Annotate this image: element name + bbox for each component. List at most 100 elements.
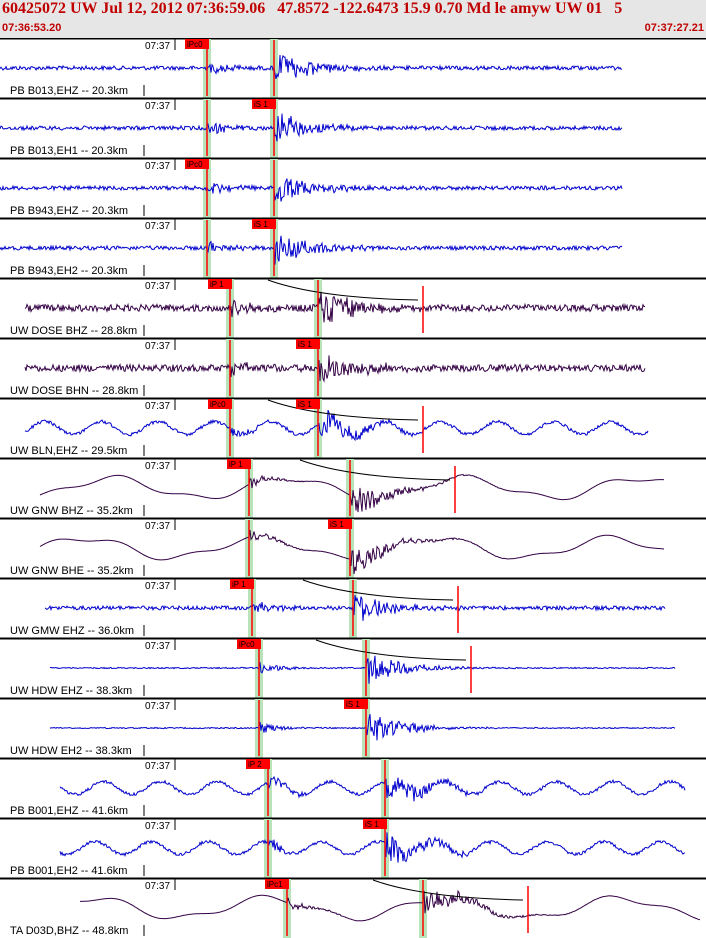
waveform	[0, 54, 623, 80]
pick-text: iPc0	[210, 400, 226, 409]
time-label: 07:37	[145, 41, 170, 52]
station-label: PB B013,EHZ -- 20.3km	[10, 85, 128, 97]
p-pick-label[interactable]	[237, 639, 261, 649]
trace-row: 07:37 iS 1 UW DOSE BHN -- 28.8km	[0, 337, 706, 398]
trace-row: 07:37 iPc0 UW HDW EHZ -- 38.3km	[0, 637, 706, 698]
pick-text: iPc1	[267, 880, 283, 889]
station-label: TA D03D,BHZ -- 48.8km	[10, 925, 128, 937]
trace-row: 07:37 iPc0 iS 1 UW BLN,EHZ -- 29.5km	[0, 397, 706, 458]
time-label: 07:37	[145, 581, 170, 592]
waveform	[39, 473, 665, 513]
seismogram-panel: 07:37 iPc0 PB B013,EHZ -- 20.3km 07:37 iS 1 P…	[0, 38, 706, 938]
station-label: UW HDW EHZ -- 38.3km	[10, 685, 132, 697]
waveform	[44, 595, 666, 621]
s-pick-label[interactable]	[328, 519, 352, 529]
coda-curve	[372, 879, 524, 901]
station-label: UW GNW BHE -- 35.2km	[10, 565, 133, 577]
coda-curve	[267, 399, 419, 421]
coda-curve	[299, 459, 451, 481]
s-pick-label[interactable]	[296, 339, 320, 349]
time-label: 07:37	[145, 341, 170, 352]
station-label: PB B943,EHZ -- 20.3km	[10, 205, 128, 217]
waveform	[39, 530, 665, 575]
station-label: PB B013,EH1 -- 20.3km	[10, 145, 127, 157]
start-time: 07:36:53.20	[2, 22, 62, 34]
end-time: 07:37:27.21	[644, 22, 704, 34]
trace-row: 07:37 iS 1 PB B013,EH1 -- 20.3km	[0, 97, 706, 158]
p-pick-label[interactable]	[208, 279, 232, 289]
trace-row: 07:37 iPc0 PB B943,EHZ -- 20.3km	[0, 157, 706, 218]
waveform	[80, 889, 701, 922]
time-label: 07:37	[145, 761, 170, 772]
station-label: UW GMW EHZ -- 36.0km	[10, 625, 134, 637]
s-pick-label[interactable]	[296, 399, 320, 409]
s-pick-label[interactable]	[252, 219, 276, 229]
p-pick-label[interactable]	[185, 159, 209, 169]
waveform	[0, 178, 623, 202]
time-label: 07:37	[145, 821, 170, 832]
time-label: 07:37	[145, 641, 170, 652]
pick-text: iS 1	[254, 100, 268, 109]
s-pick-label[interactable]	[363, 819, 387, 829]
time-label: 07:37	[145, 701, 170, 712]
time-label: 07:37	[145, 521, 170, 532]
station-label: UW BLN,EHZ -- 29.5km	[10, 445, 127, 457]
coda-curve	[302, 579, 454, 601]
pick-text: iP 2	[248, 760, 262, 769]
pick-text: iS 1	[365, 820, 379, 829]
waveform	[0, 113, 623, 142]
pick-text: iS 1	[298, 400, 312, 409]
trace-row: 07:37 iS 1 UW GNW BHE -- 35.2km	[0, 517, 706, 578]
p-pick-label[interactable]	[227, 459, 251, 469]
p-pick-label[interactable]	[185, 39, 209, 49]
s-pick-label[interactable]	[344, 699, 368, 709]
p-pick-label[interactable]	[246, 759, 270, 769]
pick-text: iS 1	[254, 220, 268, 229]
s-pick-label[interactable]	[252, 99, 276, 109]
time-label: 07:37	[145, 101, 170, 112]
time-label: 07:37	[145, 281, 170, 292]
station-label: UW HDW EH2 -- 38.3km	[10, 745, 132, 757]
time-label: 07:37	[145, 161, 170, 172]
trace-row: 07:37 iPc0 PB B013,EHZ -- 20.3km	[0, 38, 706, 98]
waveform	[0, 235, 623, 265]
station-label: UW GNW BHZ -- 35.2km	[10, 505, 133, 517]
trace-row: 07:37 iP 1 UW GNW BHZ -- 35.2km	[0, 457, 706, 518]
trace-row: 07:37 iS 1 UW HDW EH2 -- 38.3km	[0, 697, 706, 758]
station-label: UW DOSE BHN -- 28.8km	[10, 385, 138, 397]
station-label: UW DOSE BHZ -- 28.8km	[10, 325, 137, 337]
p-pick-label[interactable]	[208, 399, 232, 409]
pick-text: iP 1	[232, 580, 246, 589]
time-label: 07:37	[145, 221, 170, 232]
pick-text: iS 1	[330, 520, 344, 529]
time-label: 07:37	[145, 881, 170, 892]
waveform	[24, 410, 649, 442]
pick-text: iP 1	[210, 280, 224, 289]
trace-row: 07:37 iP 1 UW GMW EHZ -- 36.0km	[0, 577, 706, 638]
pick-text: iS 1	[298, 340, 312, 349]
waveform	[59, 775, 686, 802]
coda-curve	[315, 639, 467, 661]
trace-row: 07:37 iS 1 PB B943,EH2 -- 20.3km	[0, 217, 706, 278]
trace-row: 07:37 iPc1 TA D03D,BHZ -- 48.8km	[0, 877, 706, 938]
station-label: PB B001,EHZ -- 41.6km	[10, 805, 128, 817]
p-pick-label[interactable]	[265, 879, 289, 889]
waveform	[59, 832, 686, 863]
station-label: PB B943,EH2 -- 20.3km	[10, 265, 127, 277]
pick-text: iPc0	[239, 640, 255, 649]
pick-text: iS 1	[346, 700, 360, 709]
waveform	[49, 655, 676, 684]
trace-row: 07:37 iS 1 PB B001,EH2 -- 41.6km	[0, 817, 706, 878]
time-label: 07:37	[145, 401, 170, 412]
trace-row: 07:37 iP 2 PB B001,EHZ -- 41.6km	[0, 757, 706, 818]
waveform	[24, 355, 646, 383]
coda-curve	[267, 279, 419, 301]
pick-text: iP 1	[229, 460, 243, 469]
station-label: PB B001,EH2 -- 41.6km	[10, 865, 127, 877]
waveform	[24, 291, 646, 323]
header-bar: 60425072 UW Jul 12, 2012 07:36:59.06 47.…	[0, 0, 706, 38]
event-title: 60425072 UW Jul 12, 2012 07:36:59.06 47.…	[2, 0, 623, 17]
time-label: 07:37	[145, 461, 170, 472]
trace-row: 07:37 iP 1 UW DOSE BHZ -- 28.8km	[0, 277, 706, 338]
p-pick-label[interactable]	[230, 579, 254, 589]
